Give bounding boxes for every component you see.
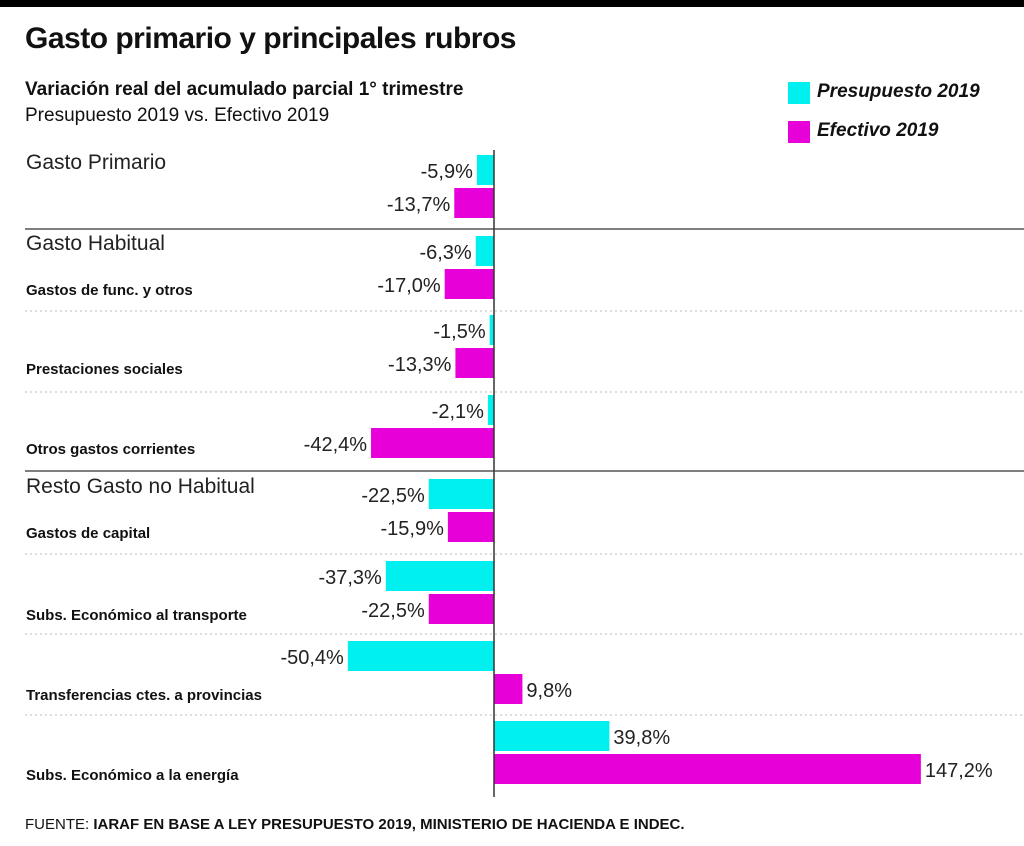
group-main-label: Gasto Primario: [26, 151, 166, 174]
chart-subtitle: Variación real del acumulado parcial 1° …: [25, 79, 464, 100]
group-sub-label: Subs. Económico al transporte: [26, 607, 247, 624]
group-sub-label: Prestaciones sociales: [26, 361, 183, 378]
data-label: -50,4%: [280, 647, 344, 669]
data-label: 147,2%: [925, 760, 993, 782]
bar-group: Subs. Económico al transporte -37,3% -22,5…: [26, 561, 494, 624]
group-sub-label: Transferencias ctes. a provincias: [26, 687, 262, 704]
data-label: -5,9%: [421, 161, 473, 183]
legend-swatch-efectivo: [788, 121, 810, 143]
legend-label-efectivo: Efectivo 2019: [817, 120, 939, 141]
group-sub-label: Gastos de capital: [26, 525, 150, 542]
bar-efectivo: [447, 512, 494, 542]
data-label: -6,3%: [419, 242, 471, 264]
bar-group: Prestaciones sociales -1,5% -13,3%: [26, 315, 494, 378]
bar-group: Subs. Económico a la energía 39,8% 147,2%: [26, 721, 993, 784]
bar-group: Resto Gasto no Habitual Gastos de capital…: [26, 475, 494, 542]
bar-presupuesto: [428, 479, 494, 509]
bar-presupuesto: [385, 561, 494, 591]
data-label: 39,8%: [613, 727, 670, 749]
data-label: -22,5%: [361, 600, 425, 622]
bar-presupuesto: [489, 315, 494, 345]
group-main-label: Resto Gasto no Habitual: [26, 475, 255, 498]
bar-group: Otros gastos corrientes -2,1% -42,4%: [26, 395, 494, 458]
bar-efectivo: [444, 269, 494, 299]
bar-group: Gasto Habitual Gastos de func. y otros -6,…: [26, 232, 494, 299]
data-label: -22,5%: [361, 485, 425, 507]
data-label: -42,4%: [304, 434, 368, 456]
data-label: -37,3%: [318, 567, 382, 589]
group-sub-label: Subs. Económico a la energía: [26, 767, 239, 784]
source-note: FUENTE: IARAF EN BASE A LEY PRESUPUESTO …: [25, 816, 685, 833]
bar-efectivo: [428, 594, 494, 624]
data-label: -13,3%: [388, 354, 452, 376]
bar-presupuesto: [487, 395, 494, 425]
bar-efectivo: [455, 348, 494, 378]
bar-presupuesto: [347, 641, 494, 671]
data-label: -17,0%: [377, 275, 441, 297]
bar-efectivo: [371, 428, 494, 458]
bar-group: Transferencias ctes. a provincias -50,4% 9…: [26, 641, 572, 704]
bar-presupuesto: [475, 236, 494, 266]
source-text: IARAF EN BASE A LEY PRESUPUESTO 2019, MI…: [93, 816, 685, 833]
top-rule: [0, 0, 1024, 7]
source-prefix: FUENTE:: [25, 816, 94, 833]
bar-presupuesto: [494, 721, 610, 751]
group-sub-label: Gastos de func. y otros: [26, 282, 193, 299]
legend-label-presupuesto: Presupuesto 2019: [817, 81, 980, 102]
data-label: -2,1%: [432, 401, 484, 423]
bar-presupuesto: [476, 155, 494, 185]
bar-efectivo: [494, 674, 523, 704]
data-label: 9,8%: [526, 680, 572, 702]
group-main-label: Gasto Habitual: [26, 232, 165, 255]
data-label: -15,9%: [381, 518, 445, 540]
legend-swatch-presupuesto: [788, 82, 810, 104]
bar-efectivo: [454, 188, 494, 218]
bar-efectivo: [494, 754, 921, 784]
group-sub-label: Otros gastos corrientes: [26, 441, 195, 458]
data-label: -1,5%: [433, 321, 485, 343]
chart-title: Gasto primario y principales rubros: [25, 22, 516, 55]
bar-group: Gasto Primario -5,9% -13,7%: [26, 151, 494, 218]
chart-subtitle-2: Presupuesto 2019 vs. Efectivo 2019: [25, 105, 330, 126]
data-label: -13,7%: [387, 194, 451, 216]
